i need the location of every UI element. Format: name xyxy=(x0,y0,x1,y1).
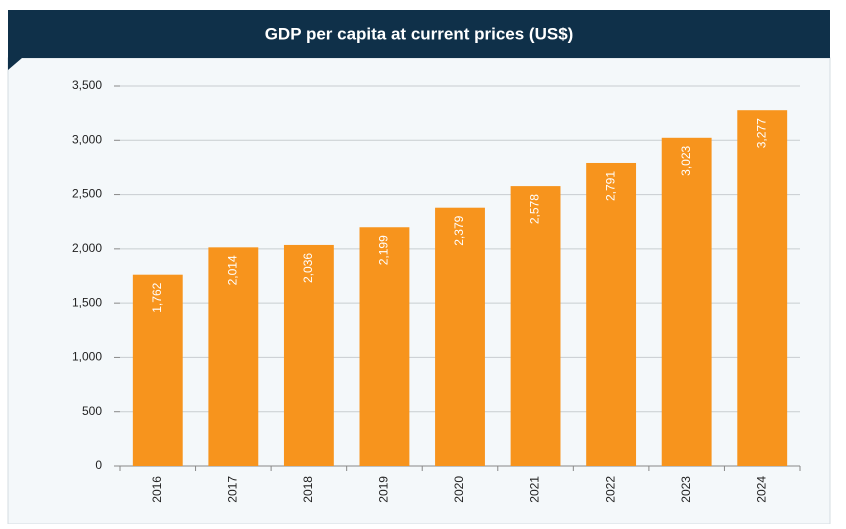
x-tick-label: 2021 xyxy=(528,476,542,503)
bar xyxy=(586,162,637,466)
value-label: 2,199 xyxy=(377,235,391,265)
value-label: 2,014 xyxy=(226,255,240,285)
bar xyxy=(208,247,259,466)
value-label: 1,762 xyxy=(150,282,164,312)
bar xyxy=(132,274,183,466)
y-tick-label: 2,000 xyxy=(72,241,102,255)
value-label: 2,379 xyxy=(452,215,466,245)
x-tick-label: 2020 xyxy=(452,476,466,503)
bar xyxy=(737,110,788,466)
value-label: 2,791 xyxy=(603,171,617,201)
x-tick-label: 2018 xyxy=(301,476,315,503)
x-tick-label: 2024 xyxy=(754,476,768,503)
x-tick-label: 2017 xyxy=(226,476,240,503)
y-tick-label: 3,000 xyxy=(72,132,102,146)
value-label: 2,578 xyxy=(528,194,542,224)
y-tick-label: 3,500 xyxy=(72,78,102,92)
y-tick-label: 1,000 xyxy=(72,350,102,364)
header-bar xyxy=(8,10,830,58)
chart-title: GDP per capita at current prices (US$) xyxy=(265,24,574,43)
y-tick-label: 0 xyxy=(95,458,102,472)
y-tick-label: 2,500 xyxy=(72,187,102,201)
value-label: 3,277 xyxy=(754,118,768,148)
bar xyxy=(283,244,334,466)
bar xyxy=(510,186,561,467)
value-label: 2,036 xyxy=(301,253,315,283)
bar xyxy=(435,207,485,467)
x-tick-label: 2022 xyxy=(603,476,617,503)
header-notch xyxy=(8,58,22,70)
bar xyxy=(359,227,410,466)
x-tick-label: 2016 xyxy=(150,476,164,503)
y-tick-label: 500 xyxy=(82,404,102,418)
bar xyxy=(661,137,712,466)
x-tick-label: 2023 xyxy=(679,476,693,503)
value-label: 3,023 xyxy=(679,145,693,175)
y-tick-label: 1,500 xyxy=(72,295,102,309)
x-tick-label: 2019 xyxy=(377,476,391,503)
